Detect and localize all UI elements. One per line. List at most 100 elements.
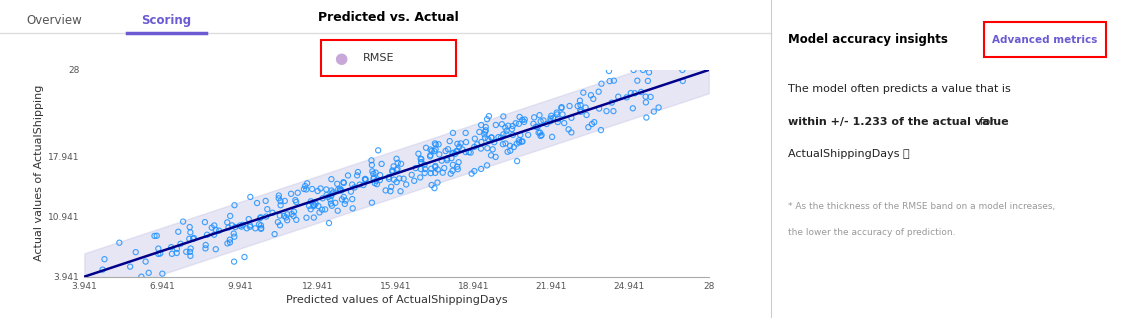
Point bbox=[287, 197, 305, 203]
Point bbox=[447, 151, 465, 156]
Point bbox=[637, 100, 655, 105]
Point bbox=[371, 178, 389, 183]
Point bbox=[406, 166, 424, 171]
Point bbox=[266, 232, 284, 237]
Point bbox=[252, 223, 270, 228]
Point bbox=[542, 113, 560, 118]
Point bbox=[331, 186, 349, 191]
Point bbox=[534, 118, 552, 123]
Point bbox=[515, 117, 533, 122]
Point bbox=[449, 141, 467, 146]
Point bbox=[317, 187, 335, 192]
Point bbox=[457, 149, 475, 155]
Point bbox=[184, 235, 202, 240]
Point bbox=[624, 106, 642, 111]
Point bbox=[413, 157, 431, 162]
Point bbox=[513, 117, 531, 122]
Point bbox=[417, 145, 435, 150]
Point bbox=[296, 183, 314, 189]
Point bbox=[351, 182, 369, 187]
Point bbox=[592, 128, 610, 133]
Point bbox=[622, 91, 640, 96]
Point bbox=[392, 161, 410, 166]
Point bbox=[552, 105, 570, 110]
Point bbox=[309, 204, 327, 209]
Point bbox=[282, 191, 300, 197]
Point bbox=[252, 215, 270, 220]
Text: the lower the accuracy of prediction.: the lower the accuracy of prediction. bbox=[788, 228, 955, 237]
Point bbox=[443, 168, 461, 173]
Point bbox=[412, 167, 430, 172]
Point bbox=[649, 105, 667, 110]
Point bbox=[397, 182, 415, 187]
Point bbox=[632, 89, 650, 94]
Point bbox=[483, 135, 501, 140]
Point bbox=[552, 106, 570, 111]
Point bbox=[460, 149, 478, 155]
Point bbox=[196, 220, 214, 225]
Point bbox=[510, 121, 528, 126]
Point bbox=[479, 136, 497, 142]
Point bbox=[483, 135, 501, 140]
Point bbox=[295, 186, 313, 191]
Point bbox=[297, 187, 315, 192]
Point bbox=[278, 218, 296, 223]
Point bbox=[271, 199, 289, 204]
Point bbox=[507, 141, 525, 146]
Point bbox=[303, 186, 321, 191]
Point bbox=[572, 107, 590, 113]
Point bbox=[531, 130, 549, 135]
Point bbox=[444, 150, 462, 155]
Point bbox=[472, 166, 490, 171]
Point bbox=[442, 171, 460, 176]
Point bbox=[426, 141, 444, 146]
Point bbox=[385, 164, 403, 169]
Point bbox=[285, 209, 303, 214]
Point bbox=[538, 121, 556, 127]
Point bbox=[323, 176, 341, 182]
Point bbox=[96, 257, 114, 262]
Point bbox=[593, 81, 611, 86]
Point bbox=[197, 246, 215, 251]
Point bbox=[498, 149, 516, 154]
Point bbox=[422, 166, 440, 171]
Point bbox=[426, 142, 444, 147]
Point bbox=[448, 164, 466, 169]
Point bbox=[541, 116, 559, 121]
Point bbox=[122, 264, 140, 269]
Point bbox=[426, 165, 444, 170]
Point bbox=[348, 173, 366, 178]
Point bbox=[483, 153, 501, 158]
Point bbox=[362, 158, 380, 163]
Point bbox=[147, 233, 165, 238]
Point bbox=[470, 129, 488, 135]
Point bbox=[487, 155, 505, 160]
Point bbox=[462, 171, 480, 176]
Text: RMSE: RMSE bbox=[363, 53, 395, 63]
Point bbox=[381, 189, 399, 194]
Point bbox=[271, 223, 289, 228]
Point bbox=[477, 128, 495, 133]
Point bbox=[562, 115, 580, 121]
Y-axis label: Actual values of ActualShipping: Actual values of ActualShipping bbox=[34, 85, 44, 261]
Point bbox=[363, 169, 381, 174]
Point bbox=[384, 169, 402, 174]
Point bbox=[412, 175, 430, 180]
Point bbox=[310, 210, 328, 215]
Point bbox=[504, 132, 522, 137]
Point bbox=[197, 243, 215, 248]
Point bbox=[335, 194, 353, 199]
Point bbox=[541, 119, 559, 124]
Point bbox=[385, 177, 403, 182]
Point bbox=[298, 181, 316, 186]
Point bbox=[577, 113, 595, 118]
Point bbox=[345, 185, 363, 190]
Point bbox=[439, 147, 457, 152]
Point bbox=[181, 225, 199, 230]
Point bbox=[388, 180, 406, 185]
Point bbox=[308, 189, 326, 194]
Point bbox=[478, 163, 496, 168]
Point bbox=[110, 240, 128, 245]
Point bbox=[501, 143, 519, 148]
Point bbox=[531, 113, 549, 118]
